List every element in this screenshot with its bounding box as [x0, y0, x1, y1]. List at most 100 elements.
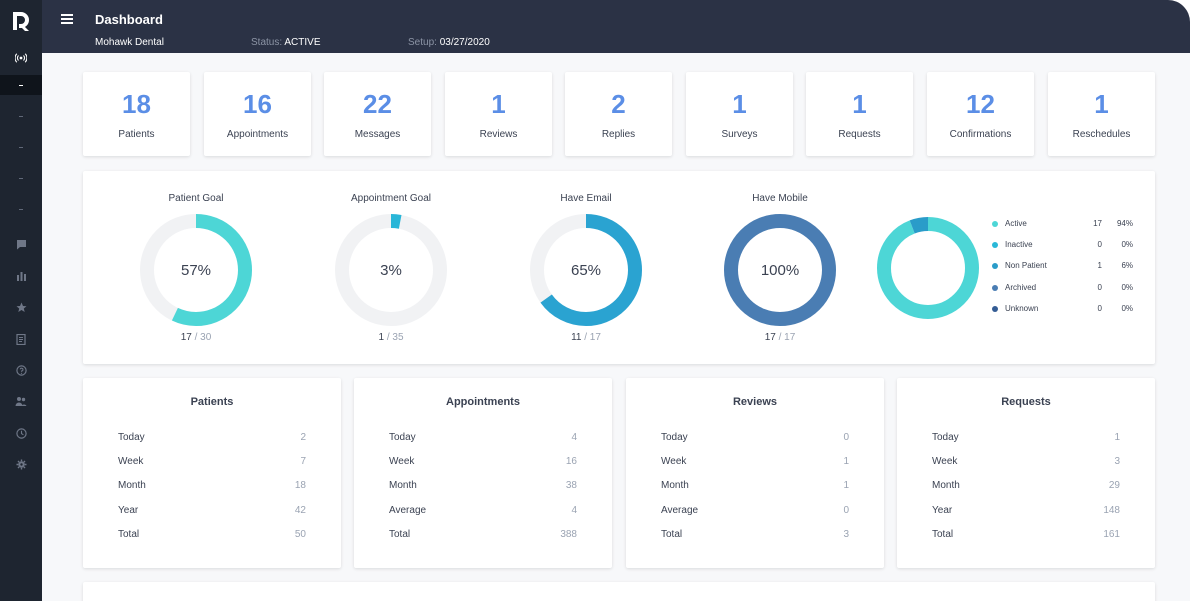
- sidebar: [0, 0, 42, 601]
- goal-title: Have Email: [560, 193, 612, 204]
- sidebar-item-reports[interactable]: [0, 265, 42, 285]
- row-label: Week: [661, 456, 687, 467]
- summary-row: Today 4: [389, 432, 577, 446]
- patients-summary-card: Patients Today 2 Week 7 Month 18 Year 42 Tot…: [83, 378, 341, 568]
- goal-title: Appointment Goal: [350, 193, 432, 204]
- patient-status-donut: [877, 217, 979, 319]
- goal-donut: 57%: [140, 214, 252, 326]
- status-legend: Active 17 94% Inactive 0 0% Non Patient …: [990, 218, 1135, 324]
- stat-card-replies[interactable]: 2 Replies: [565, 72, 672, 156]
- row-label: Today: [661, 432, 688, 443]
- stat-value: 18: [122, 89, 151, 119]
- stat-value: 1: [732, 89, 747, 119]
- row-label: Month: [118, 480, 146, 491]
- legend-dot: [992, 305, 998, 312]
- row-value: 7: [300, 456, 306, 467]
- summary-row: Year 42: [118, 505, 306, 519]
- stat-label: Requests: [838, 129, 881, 140]
- row-label: Today: [932, 432, 959, 443]
- sidebar-item-messages[interactable]: [0, 234, 42, 254]
- row-value: 3: [1114, 456, 1120, 467]
- goal-percent: 57%: [181, 262, 211, 279]
- document-icon: [16, 333, 26, 345]
- sidebar-item-documents[interactable]: [0, 329, 42, 349]
- card-title: Requests: [1001, 396, 1051, 408]
- row-label: Week: [118, 456, 144, 467]
- summary-row: Total 50: [118, 529, 306, 543]
- row-label: Month: [389, 480, 417, 491]
- stat-card-confirmations[interactable]: 12 Confirmations: [927, 72, 1034, 156]
- card-title: Patients: [190, 396, 234, 408]
- goal-numerator: 17: [180, 332, 192, 343]
- sidebar-subitem-4[interactable]: [0, 168, 42, 188]
- stat-card-reschedules[interactable]: 1 Reschedules: [1048, 72, 1155, 156]
- card-title: Reviews: [732, 396, 778, 408]
- goal-denominator: 17: [589, 332, 601, 343]
- sidebar-subitem-1[interactable]: [0, 75, 42, 95]
- stat-label: Confirmations: [949, 129, 1012, 140]
- stat-label: Patients: [118, 129, 155, 140]
- row-label: Week: [932, 456, 958, 467]
- stat-card-surveys[interactable]: 1 Surveys: [686, 72, 793, 156]
- goal-arc: [724, 214, 836, 326]
- legend-percent: 6%: [1121, 261, 1133, 271]
- chat-icon: [16, 239, 26, 249]
- goal-arc: [335, 214, 447, 326]
- goal-denominator: 35: [392, 332, 404, 343]
- sidebar-item-history[interactable]: [0, 423, 42, 443]
- sidebar-item-broadcast[interactable]: [0, 48, 42, 68]
- hamburger-menu-icon[interactable]: [61, 14, 73, 24]
- row-value: 2: [300, 432, 306, 443]
- row-value: 18: [294, 480, 306, 491]
- row-label: Average: [389, 505, 427, 516]
- gear-icon: [16, 459, 26, 469]
- row-value: 1: [1114, 432, 1120, 443]
- stat-card-requests[interactable]: 1 Requests: [806, 72, 913, 156]
- goal-arc: [140, 214, 252, 326]
- row-value: 3: [843, 529, 849, 540]
- legend-dot: [992, 242, 998, 249]
- sidebar-subitem-5[interactable]: [0, 199, 42, 219]
- goal-title: Have Mobile: [752, 193, 808, 204]
- sidebar-subitem-3[interactable]: [0, 137, 42, 157]
- clock-icon: [15, 427, 27, 439]
- row-value: 388: [560, 529, 577, 540]
- row-label: Year: [118, 505, 139, 516]
- star-icon: [16, 302, 26, 312]
- dash-icon: [19, 115, 23, 117]
- summary-row: Today 1: [932, 432, 1120, 446]
- stat-value: 1: [852, 89, 867, 119]
- dash-icon: [19, 146, 23, 148]
- practice-setup: Setup: 03/27/2020: [408, 37, 490, 48]
- goal-arc: [530, 214, 642, 326]
- summary-row: Month 38: [389, 480, 577, 494]
- row-label: Today: [118, 432, 145, 443]
- goal-donut: 100%: [724, 214, 836, 326]
- sidebar-item-help[interactable]: [0, 360, 42, 380]
- bar-chart-icon: [16, 271, 26, 281]
- sidebar-subitem-2[interactable]: [0, 106, 42, 126]
- legend-percent: 0%: [1121, 282, 1133, 292]
- sidebar-item-settings[interactable]: [0, 454, 42, 474]
- stat-label: Messages: [354, 129, 401, 140]
- goal-numerator: 17: [764, 332, 776, 343]
- sidebar-item-users[interactable]: [0, 391, 42, 411]
- legend-label: Non Patient: [1005, 261, 1047, 271]
- sidebar-item-reviews[interactable]: [0, 297, 42, 317]
- stat-card-messages[interactable]: 22 Messages: [324, 72, 431, 156]
- status-slice-active: [877, 217, 979, 319]
- stat-card-patients[interactable]: 18 Patients: [83, 72, 190, 156]
- stat-card-reviews[interactable]: 1 Reviews: [445, 72, 552, 156]
- row-value: 29: [1108, 480, 1120, 491]
- summary-row: Total 388: [389, 529, 577, 543]
- legend-label: Archived: [1005, 282, 1037, 292]
- goal-denominator: 30: [200, 332, 212, 343]
- legend-label: Unknown: [1005, 303, 1039, 313]
- summary-row: Total 161: [932, 529, 1120, 543]
- stat-value: 1: [1094, 89, 1109, 119]
- appointments-summary-card: Appointments Today 4 Week 16 Month 38 Avera…: [354, 378, 612, 568]
- stat-card-appointments[interactable]: 16 Appointments: [204, 72, 311, 156]
- summary-row: Total 3: [661, 529, 849, 543]
- logo-icon[interactable]: [10, 10, 32, 32]
- row-value: 1: [843, 456, 849, 467]
